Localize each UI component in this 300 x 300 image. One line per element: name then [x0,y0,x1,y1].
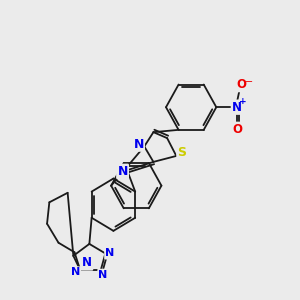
Text: N: N [82,256,92,269]
Text: N: N [98,270,108,280]
Text: +: + [239,97,246,106]
Text: O: O [236,78,247,91]
Text: N: N [105,248,115,258]
Text: N: N [232,101,242,114]
Text: N: N [71,268,80,278]
Text: S: S [178,146,187,159]
Text: N: N [134,138,144,151]
Text: O: O [232,123,242,136]
Text: N: N [117,165,128,178]
Text: −: − [245,77,253,87]
